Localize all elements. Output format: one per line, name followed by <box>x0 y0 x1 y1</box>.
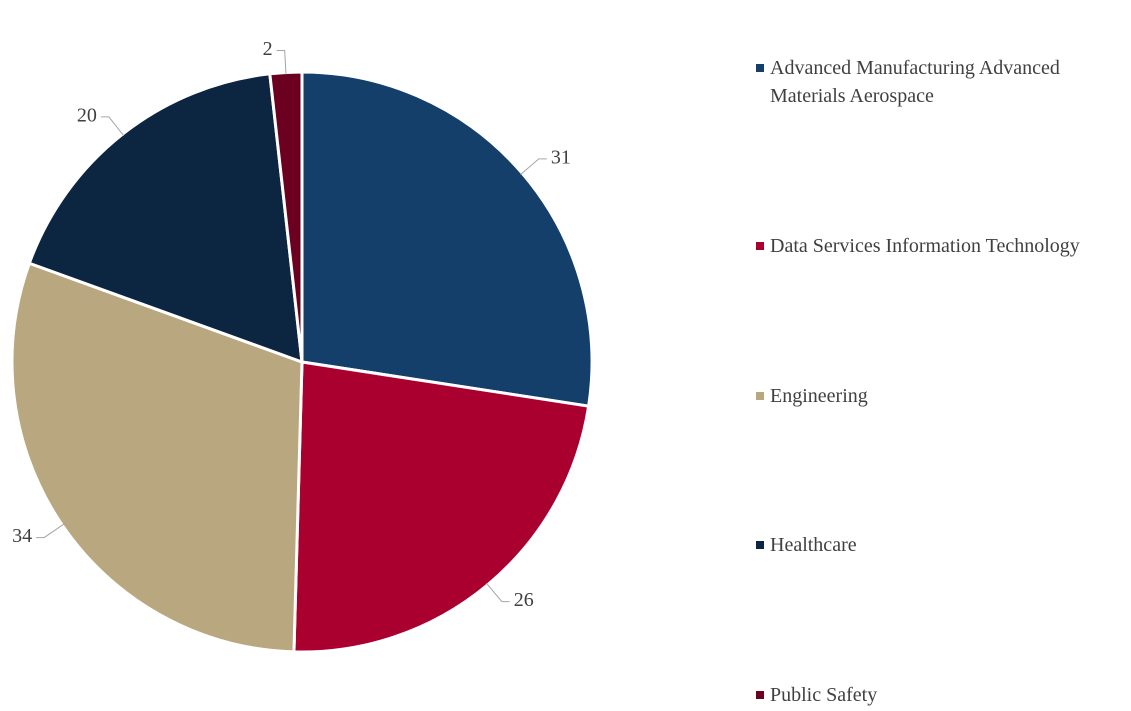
legend-item: Advanced Manufacturing Advanced Material… <box>752 54 1127 110</box>
pie-slice <box>292 360 591 654</box>
data-label: 31 <box>551 146 571 168</box>
leader-line <box>100 116 125 137</box>
legend-item: Engineering <box>752 382 1127 410</box>
data-label: 2 <box>263 38 273 60</box>
legend-swatch <box>756 391 764 400</box>
legend-swatch <box>756 541 764 550</box>
legend-swatch <box>756 241 764 250</box>
legend-label: Data Services Information Technology <box>770 234 1080 257</box>
legend-label: Advanced Manufacturing Advanced Material… <box>770 57 1060 107</box>
leader-line <box>36 523 65 539</box>
legend-item: Data Services Information Technology <box>752 232 1127 260</box>
legend-swatch <box>756 691 764 699</box>
data-label: 20 <box>77 105 97 127</box>
legend-item: Healthcare <box>752 531 1127 559</box>
data-label: 34 <box>12 525 32 547</box>
leader-line <box>520 158 547 175</box>
legend-label: Engineering <box>770 384 868 407</box>
leader-line <box>486 582 510 603</box>
legend-label: Public Safety <box>770 684 878 706</box>
pie-slice <box>300 70 594 408</box>
data-label: 26 <box>514 589 534 611</box>
legend-swatch <box>756 64 764 72</box>
legend-item: Public Safety <box>752 681 1127 709</box>
chart: 31 26 34 20 2 <box>10 38 594 654</box>
leader-line <box>276 49 287 75</box>
legend-label: Healthcare <box>770 534 857 557</box>
legend: Advanced Manufacturing Advanced Material… <box>752 54 1127 709</box>
